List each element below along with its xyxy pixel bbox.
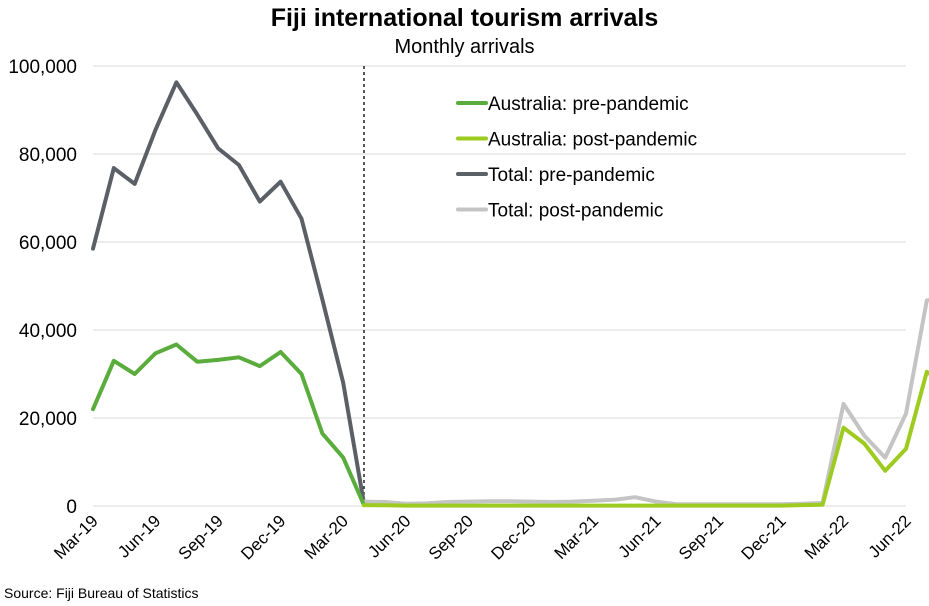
x-tick-label: Sep-20: [425, 511, 477, 563]
chart-title: Fiji international tourism arrivals: [270, 4, 659, 32]
x-tick-label: Jun-21: [614, 511, 664, 561]
x-tick-label: Mar-22: [801, 511, 853, 563]
x-tick-label: Sep-21: [675, 511, 727, 563]
x-tick-label: Mar-20: [300, 511, 352, 563]
series-line: [362, 297, 929, 507]
series-line: [91, 342, 366, 508]
y-tick-label: 0: [66, 497, 77, 518]
series-lines: [91, 80, 929, 508]
legend-label: Total: post-pandemic: [488, 201, 663, 222]
y-tick-label: 40,000: [19, 321, 77, 342]
x-tick-label: Jun-20: [364, 511, 414, 561]
x-tick-label: Sep-19: [175, 511, 227, 563]
legend: Australia: pre-pandemic Australia: post-p…: [456, 94, 697, 222]
y-axis: 0 20,000 40,000 60,000 80,000 100,000: [8, 57, 77, 518]
series-line: [362, 369, 929, 508]
x-axis: Mar-19 Jun-19 Sep-19 Dec-19 Mar-20 Jun-20 Sep-…: [50, 511, 915, 563]
y-tick-label: 80,000: [19, 145, 77, 166]
x-tick-label: Mar-21: [551, 511, 603, 563]
legend-label: Total: pre-pandemic: [488, 165, 655, 186]
legend-label: Australia: pre-pandemic: [488, 94, 689, 115]
chart-subtitle: Monthly arrivals: [394, 36, 535, 58]
source-note: Source: Fiji Bureau of Statistics: [4, 585, 199, 601]
x-tick-label: Mar-19: [50, 511, 102, 563]
series-line: [91, 80, 366, 506]
x-tick-label: Dec-20: [487, 511, 539, 563]
y-tick-label: 20,000: [19, 409, 77, 430]
legend-label: Australia: post-pandemic: [488, 130, 697, 151]
y-tick-label: 60,000: [19, 233, 77, 254]
x-tick-label: Dec-19: [237, 511, 289, 563]
x-tick-label: Dec-21: [738, 511, 790, 563]
y-tick-label: 100,000: [8, 57, 77, 78]
x-tick-label: Jun-22: [865, 511, 915, 561]
x-tick-label: Jun-19: [114, 511, 164, 561]
